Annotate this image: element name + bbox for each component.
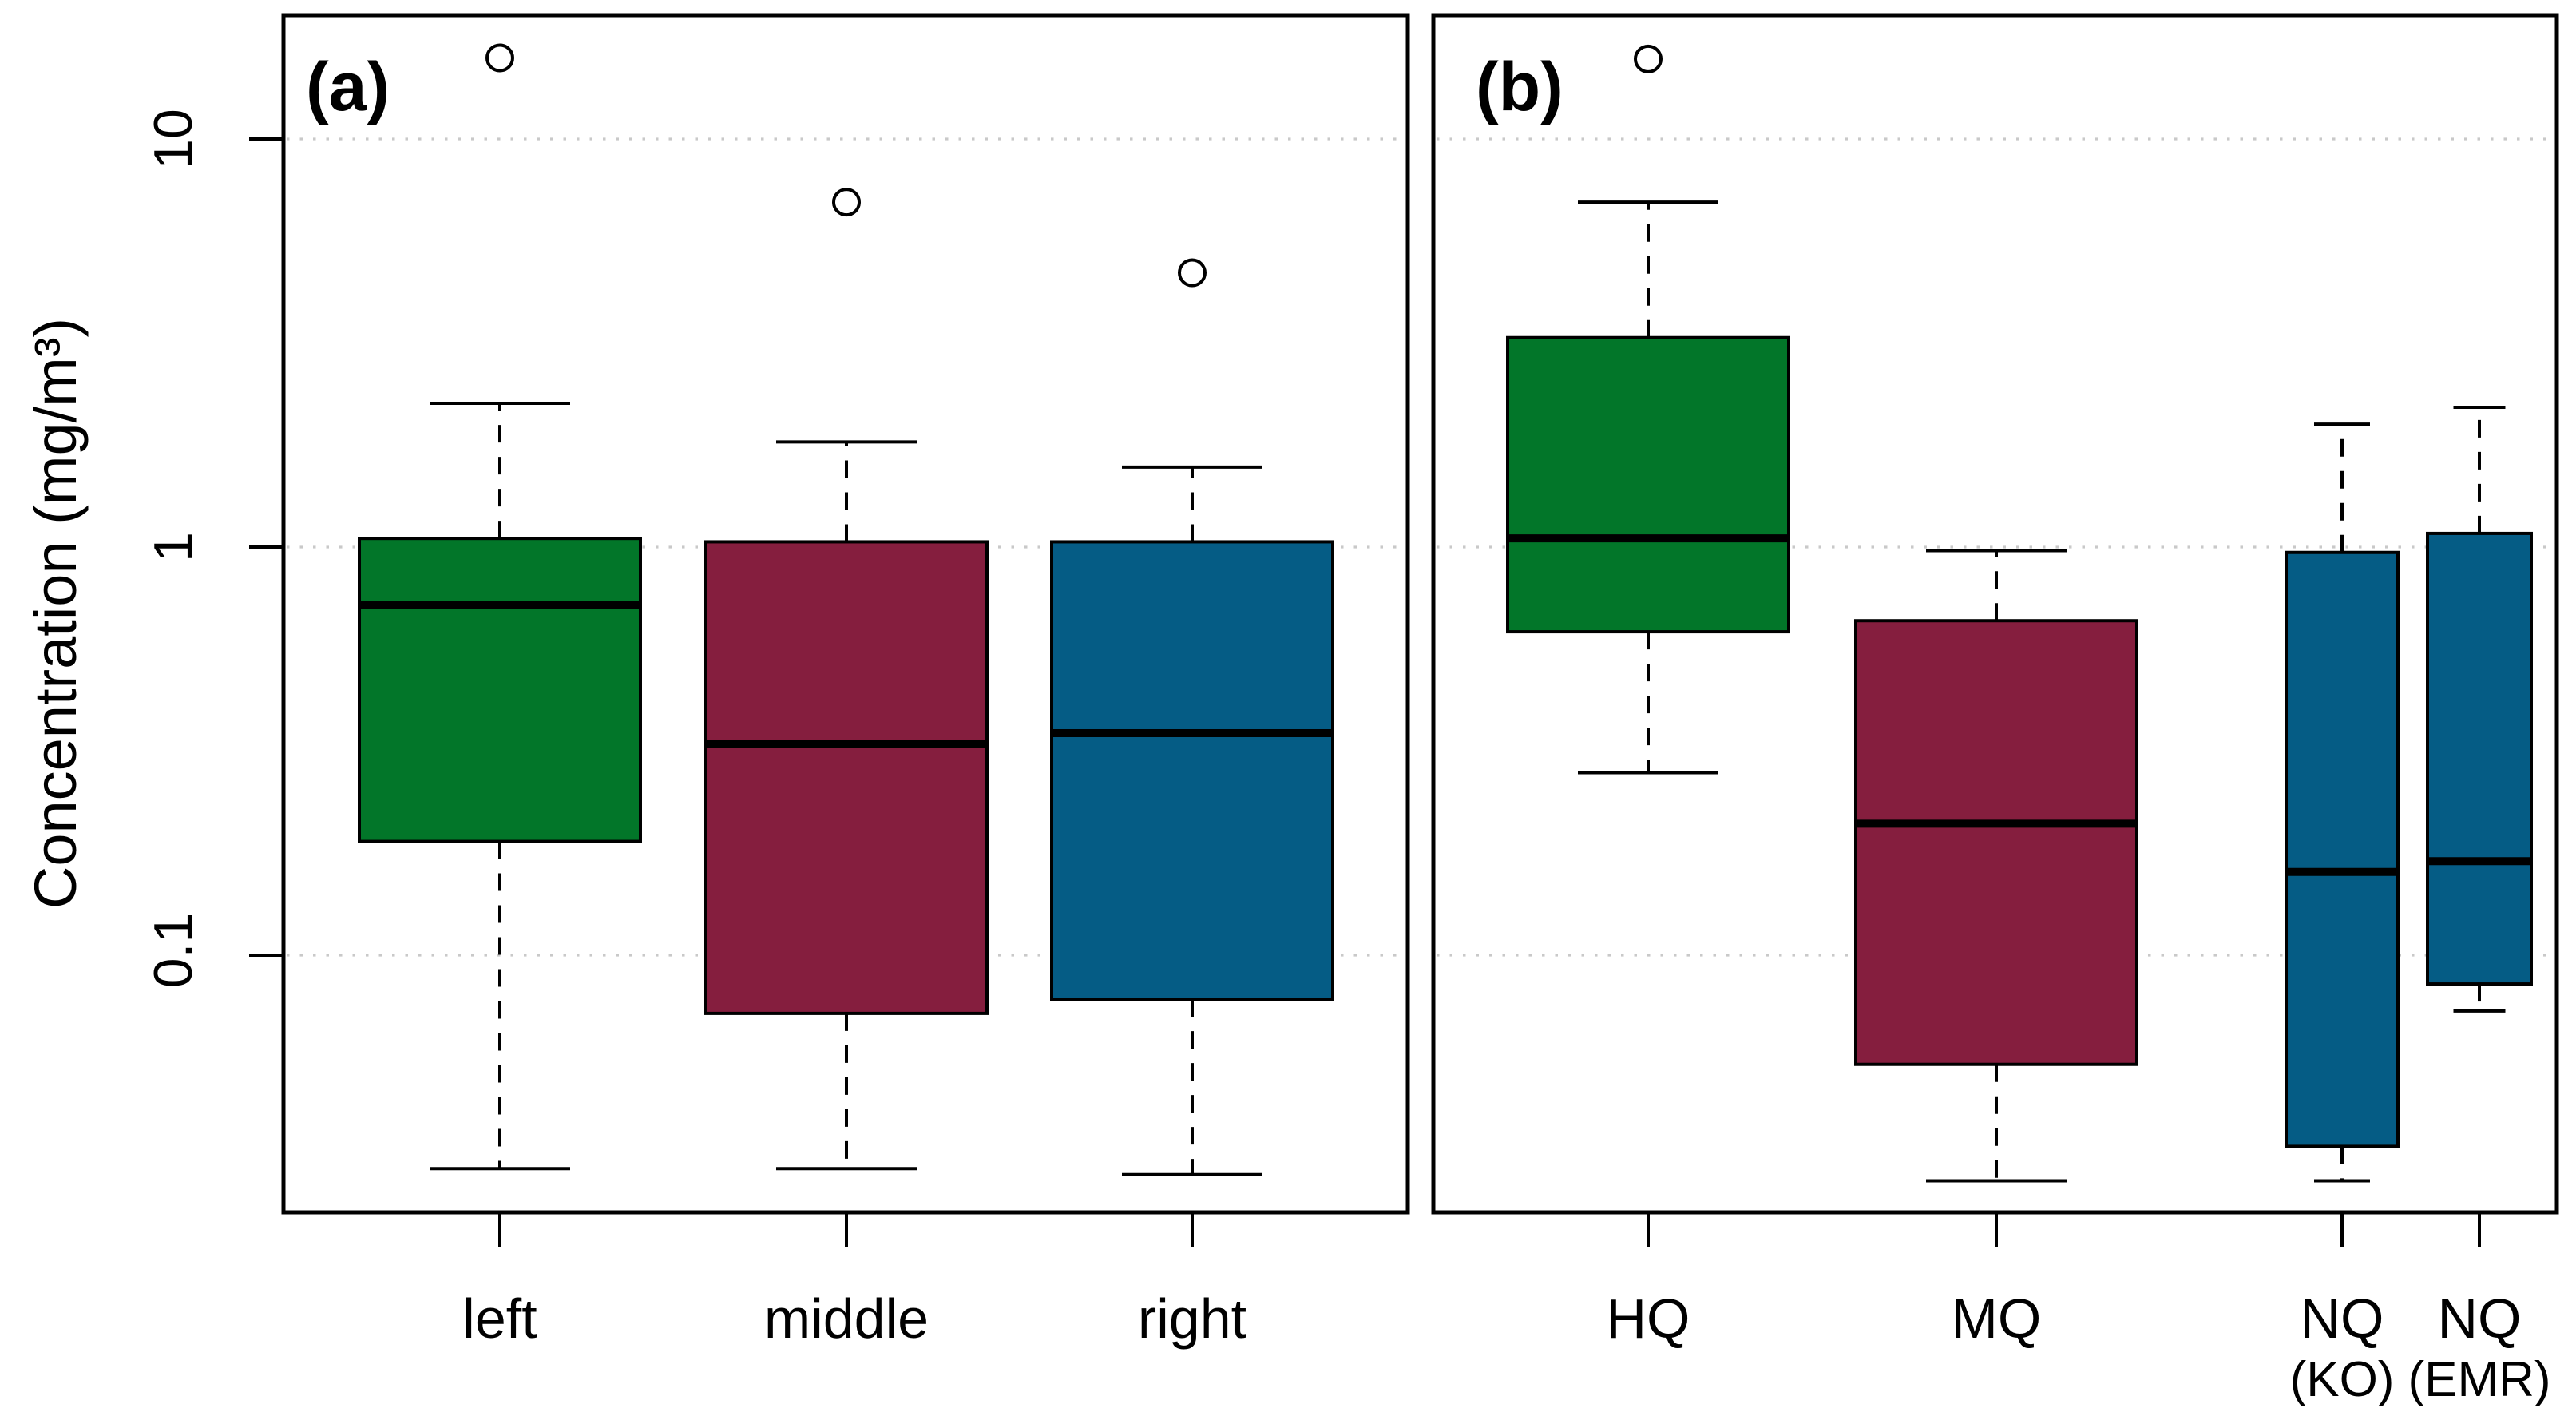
x-label-mq: MQ [1952,1287,2042,1350]
box-rect [2426,531,2533,986]
box-rect [1506,335,1790,634]
x-sublabel-ko: (KO) [2290,1352,2395,1407]
box-left [358,43,642,1171]
outlier-point [1634,44,1663,73]
panel-frame [1431,13,2559,1215]
x-label-right: right [1138,1287,1246,1350]
box-rect [2285,550,2400,1148]
panel-a [249,13,1410,1247]
x-label-hq: HQ [1607,1287,1690,1350]
x-sublabel-emr: (EMR) [2408,1352,2550,1407]
box-hq [1506,44,1790,775]
panel-frame [281,13,1410,1215]
x-label-left: left [462,1287,537,1350]
outlier-point [485,43,514,73]
x-axis: left middle right HQ MQ NQ (KO) NQ (EMR) [462,1287,2550,1407]
y-axis-title: Concentration (mg/m³) [22,318,89,909]
x-label-middle: middle [764,1287,929,1350]
y-axis: 10 1 0.1 Concentration (mg/m³) [22,109,204,988]
box-rect [704,540,989,1015]
x-label-nq-emr: NQ [2438,1287,2522,1350]
y-tick-label-10: 10 [143,109,204,169]
box-rect [358,537,642,843]
box-mq [1854,549,2138,1183]
box-middle [704,188,989,1171]
panel-b [1431,13,2559,1247]
panel-letters: (a) (b) [306,49,1563,125]
x-label-nq-ko: NQ [2301,1287,2384,1350]
outlier-point [832,188,861,217]
box-right [1050,258,1334,1176]
panel-b-label: (b) [1476,49,1563,125]
box-nq-ko [2285,422,2400,1183]
outlier-point [1178,258,1207,288]
plot-area [249,13,2559,1247]
box-rect [1854,619,2138,1066]
y-tick-label-0p1: 0.1 [143,913,204,989]
y-tick-label-1: 1 [143,532,204,562]
box-rect [1050,540,1334,1001]
panel-a-label: (a) [306,49,390,125]
box-nq-emr [2426,406,2533,1013]
